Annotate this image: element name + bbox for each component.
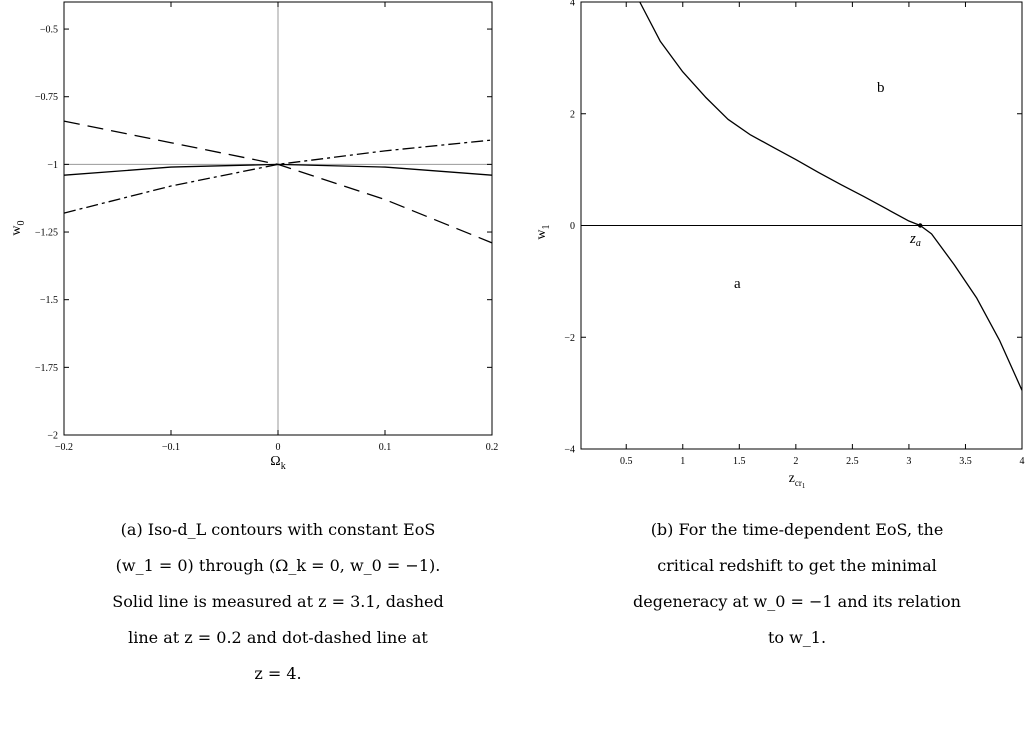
y-tick-label: 2 [570, 109, 575, 120]
x-tick-label: −0.2 [55, 442, 73, 453]
chart-a-y-ticks: −2 −1.75 −1.5 −1.25 −1 −0.75 −0.5 [35, 25, 492, 442]
za-marker [918, 223, 923, 228]
chart-a-series [63, 120, 493, 244]
y-tick-label: −0.75 [35, 92, 58, 103]
caption-a-line-3: Solid line is measured at z = 3.1, dashe… [112, 592, 444, 611]
x-tick-label: 3 [906, 456, 911, 467]
y-tick-label: −2 [47, 431, 58, 442]
chart-a-x-axis-label: Ωk [270, 454, 285, 472]
y-tick-label: −2 [564, 333, 575, 344]
chart-a-y-axis-label: w0 [9, 220, 27, 235]
x-tick-label: 0.5 [620, 456, 633, 467]
chart-b-y-axis-label: w1 [534, 224, 552, 239]
y-tick-label: −4 [564, 445, 575, 456]
chart-b-x-ticks: 0.5 1 1.5 2 2.5 3 3.5 4 [620, 2, 1025, 467]
y-tick-label: −1.5 [40, 295, 58, 306]
x-tick-label: 1.5 [733, 456, 746, 467]
x-tick-label: 0.1 [379, 442, 392, 453]
caption-b-line-2: critical redshift to get the minimal [657, 556, 937, 575]
y-tick-label: −0.5 [40, 25, 58, 36]
caption-b-line-4: to w_1. [767, 628, 827, 647]
chart-a-reference-lines [64, 2, 492, 435]
x-tick-label: 4 [1020, 456, 1025, 467]
x-tick-label: 1 [680, 456, 685, 467]
chart-b: 0.5 1 1.5 2 2.5 3 3.5 4 −4 −2 0 2 4 a b za zcr1 w1 [534, 0, 1025, 490]
y-tick-label: 4 [570, 0, 575, 9]
caption-b: (b) For the time-dependent EoS, the crit… [597, 512, 997, 656]
caption-a-line-5: z = 4. [254, 664, 302, 683]
caption-a-line-1: (a) Iso-d_L contours with constant EoS [120, 520, 436, 539]
chart-b-x-axis-label: zcr1 [789, 471, 806, 490]
x-tick-label: 2.5 [846, 456, 859, 467]
y-tick-label: −1.25 [35, 228, 58, 239]
y-tick-label: −1.75 [35, 363, 58, 374]
x-tick-label: 0.2 [486, 442, 499, 453]
chart-b-za-point [918, 223, 923, 228]
series-line-solid [639, 1, 1023, 391]
caption-b-line-3: degeneracy at w_0 = −1 and its relation [633, 592, 961, 611]
caption-a-line-4: line at z = 0.2 and dot-dashed line at [128, 628, 428, 647]
x-tick-label: −0.1 [162, 442, 180, 453]
za-label: za [909, 231, 921, 249]
x-tick-label: 0 [276, 442, 281, 453]
region-label-a: a [734, 276, 741, 292]
series-line-dashed [63, 120, 493, 244]
y-tick-label: −1 [47, 160, 58, 171]
chart-a-x-ticks: −0.2 −0.1 0 0.1 0.2 [55, 2, 498, 453]
caption-a: (a) Iso-d_L contours with constant EoS (… [78, 512, 478, 692]
caption-a-line-2: (w_1 = 0) through (Ω_k = 0, w_0 = −1). [115, 556, 441, 575]
caption-b-line-1: (b) For the time-dependent EoS, the [650, 520, 944, 539]
series-line-dot-dashed [63, 139, 493, 214]
region-label-b: b [877, 80, 885, 96]
chart-a: −0.2 −0.1 0 0.1 0.2 −2−1.75−1.5−1.25−1−0.75−… [9, 1, 498, 472]
y-tick-label: 0 [570, 221, 575, 232]
x-tick-label: 2 [793, 456, 798, 467]
chart-b-y-ticks: −4 −2 0 2 4 [564, 0, 1022, 456]
x-tick-label: 3.5 [959, 456, 972, 467]
chart-b-series [639, 1, 1023, 391]
